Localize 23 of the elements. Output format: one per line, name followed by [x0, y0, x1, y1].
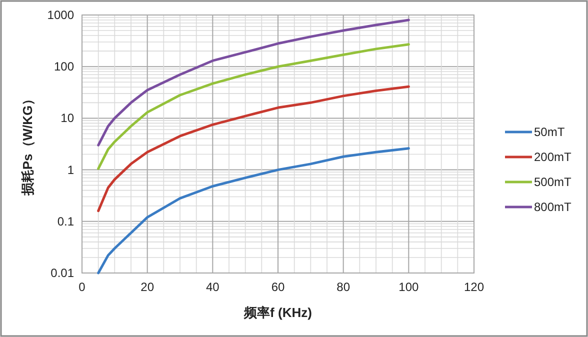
x-tick-label: 20	[140, 280, 154, 294]
y-tick-label: 10	[60, 111, 74, 126]
y-tick-label: 100	[54, 60, 74, 74]
legend-label: 50mT	[534, 125, 566, 139]
x-tick-label: 80	[336, 280, 350, 294]
y-axis-title: 损耗Ps（W/KG）	[20, 92, 35, 197]
x-tick-label: 0	[78, 280, 86, 294]
legend-label: 500mT	[534, 175, 572, 189]
x-tick-label: 40	[206, 280, 220, 294]
x-tick-label: 100	[398, 280, 419, 294]
y-tick-label: 0.01	[50, 266, 74, 280]
line-series	[97, 147, 410, 274]
y-tick-label: 0.1	[57, 214, 74, 228]
y-tick-label: 1	[67, 162, 74, 177]
y-tick-label: 1000	[47, 8, 74, 22]
legend-label: 800mT	[534, 200, 572, 214]
x-tick-label: 60	[271, 280, 285, 294]
x-axis-title: 频率f (KHz)	[243, 305, 312, 320]
line-series	[97, 85, 410, 212]
x-tick-label: 120	[464, 280, 484, 294]
line-series	[97, 18, 410, 146]
line-series	[97, 43, 410, 170]
legend-label: 200mT	[534, 150, 572, 164]
